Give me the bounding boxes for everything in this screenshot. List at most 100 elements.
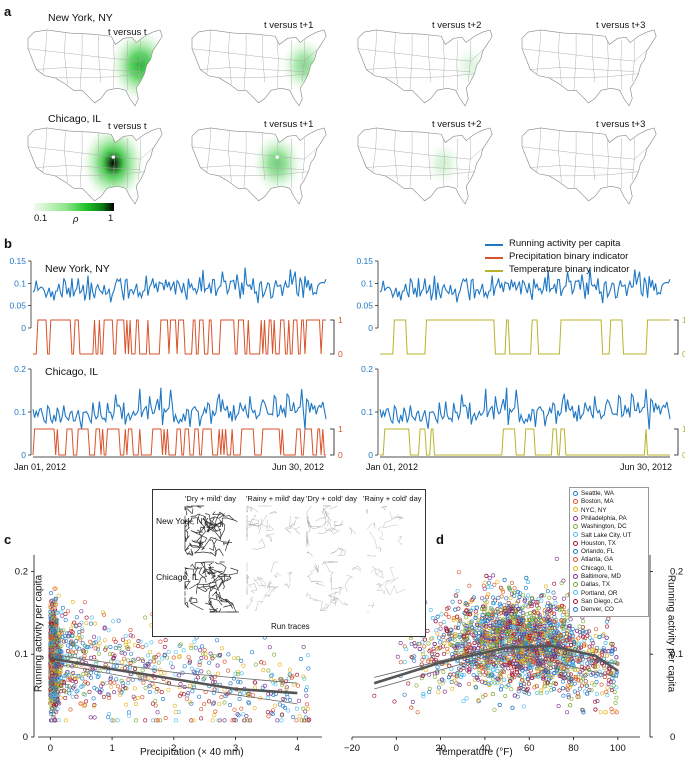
scatter-point	[53, 596, 58, 601]
run-trace	[184, 544, 201, 552]
scatter-point	[252, 706, 257, 711]
run-trace	[184, 513, 200, 524]
scatter-point	[553, 681, 558, 686]
scatter-point	[525, 640, 530, 645]
scatter-point	[504, 596, 509, 601]
scatter-point	[236, 656, 241, 661]
state-border	[200, 67, 305, 72]
scatter-point	[496, 627, 501, 632]
scatter-point	[83, 667, 88, 672]
scatter-point	[199, 669, 204, 674]
scatter-point	[190, 689, 195, 694]
scatter-point	[130, 634, 135, 639]
scatter-point	[468, 627, 473, 632]
scatter-point	[131, 694, 136, 699]
scatter-point	[544, 614, 549, 619]
scatter-point	[237, 697, 242, 702]
scatter-point	[283, 679, 288, 684]
y-tick-label: 0.2	[14, 364, 26, 374]
scatter-point	[614, 695, 619, 700]
inset-col-label: 'Dry + mild' day	[185, 494, 237, 503]
scatter-point	[414, 683, 419, 688]
scatter-point	[511, 655, 516, 660]
city-marker	[275, 155, 279, 159]
y-tick-label: 0.1	[14, 407, 26, 417]
d-xlabel: Temperature (°F)	[437, 747, 513, 758]
scatter-point	[81, 649, 86, 654]
scatter-point	[554, 654, 559, 659]
scatter-point	[513, 610, 518, 615]
scatter-point	[576, 672, 581, 677]
legend-marker	[573, 499, 578, 505]
scatter-point	[186, 655, 191, 660]
run-trace	[206, 562, 214, 574]
scatter-point	[412, 658, 417, 663]
scatter-point	[201, 677, 206, 682]
scatter-point	[562, 618, 567, 623]
state-border	[366, 165, 471, 170]
run-trace	[193, 545, 213, 554]
scatter-point	[61, 680, 66, 685]
scatter-point	[496, 628, 501, 633]
scatter-point	[580, 708, 585, 713]
scatter-point	[242, 718, 247, 723]
scatter-point	[543, 633, 548, 638]
legend-label: Atlanta, GA	[581, 556, 614, 564]
scatter-point	[48, 635, 53, 640]
scatter-point	[614, 655, 619, 660]
scatter-point	[102, 626, 107, 631]
y-tick-label: 0	[368, 323, 373, 333]
scatter-point	[248, 718, 253, 723]
scatter-point	[532, 619, 537, 624]
run-trace	[187, 548, 194, 556]
scatter-point	[48, 637, 53, 642]
us-map	[521, 127, 657, 205]
scatter-point	[600, 691, 605, 696]
scatter-point	[92, 685, 97, 690]
scatter-point	[522, 631, 527, 636]
scatter-point	[518, 681, 523, 686]
scatter-point	[516, 654, 521, 659]
scatter-point	[54, 699, 59, 704]
scatter-point	[441, 634, 446, 639]
run-trace	[217, 570, 229, 583]
run-trace	[196, 540, 205, 547]
scatter-point	[144, 663, 149, 668]
scatter-point	[106, 715, 111, 720]
scatter-point	[143, 676, 148, 681]
scatter-point	[124, 686, 129, 691]
scatter-point	[261, 668, 266, 673]
scatter-point	[236, 679, 241, 684]
scatter-point	[56, 593, 61, 598]
scatter-point	[247, 691, 252, 696]
scatter-point	[57, 639, 62, 644]
scatter-point	[562, 610, 567, 615]
scatter-point	[215, 671, 220, 676]
run-trace	[386, 585, 406, 596]
run-trace	[201, 562, 212, 575]
legend-entry: Salt Lake City, UT	[573, 532, 631, 539]
scatter-point	[546, 661, 551, 666]
run-trace	[248, 518, 263, 527]
scatter-point	[189, 646, 194, 651]
scatter-point	[455, 671, 460, 676]
run-trace	[330, 547, 344, 556]
state-border	[113, 136, 115, 187]
scatter-point	[148, 659, 153, 664]
scatter-point	[539, 688, 544, 693]
scatter-point	[491, 626, 496, 631]
scatter-point	[64, 638, 69, 643]
scatter-point	[88, 639, 93, 644]
scatter-point	[136, 644, 141, 649]
scatter-point	[247, 701, 252, 706]
state-border	[549, 73, 639, 79]
scatter-point	[54, 702, 59, 707]
scatter-point	[212, 654, 217, 659]
scatter-point	[199, 644, 204, 649]
legend-marker	[573, 515, 578, 521]
indicator-tick-label: 0	[682, 349, 685, 359]
scatter-point	[514, 661, 519, 666]
scatter-point	[522, 597, 527, 602]
scatter-point	[497, 601, 502, 606]
x-tick-label: 20	[435, 743, 446, 754]
